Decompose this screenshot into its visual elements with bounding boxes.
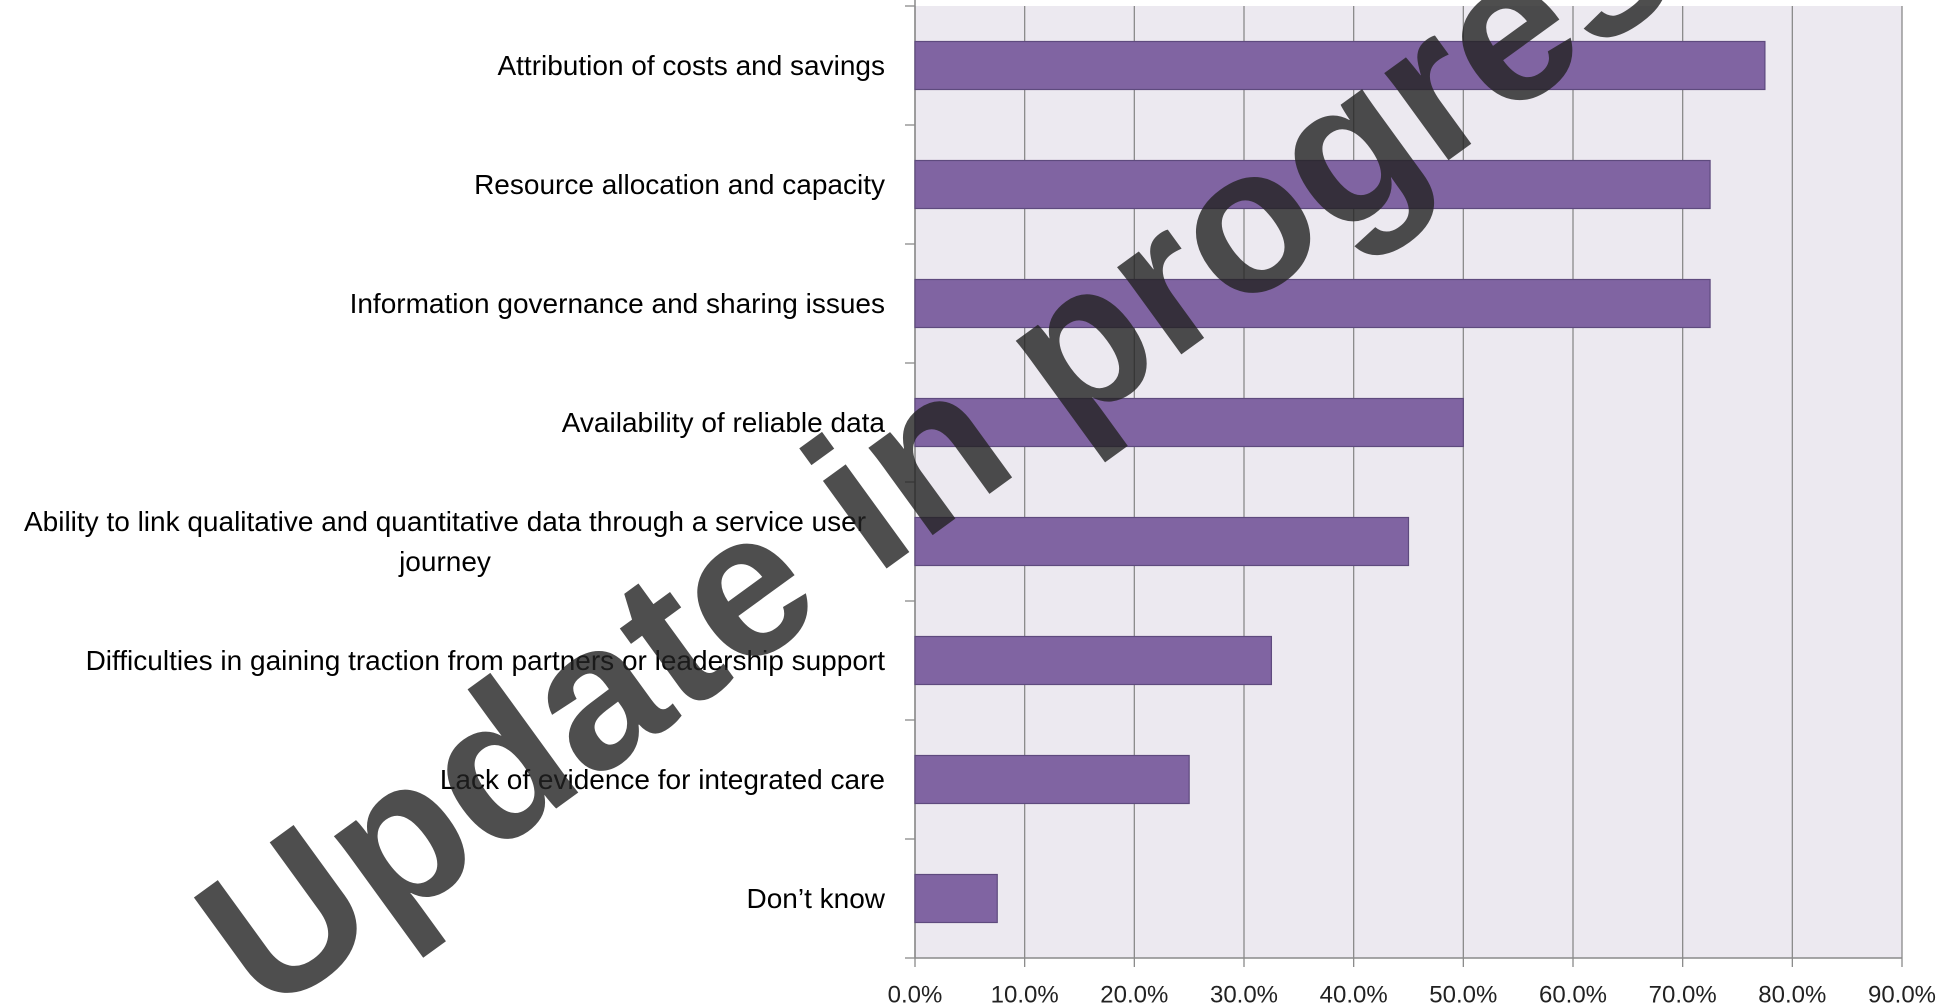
bar bbox=[914, 635, 1273, 686]
y-tick-label: Lack of evidence for integrated care bbox=[439, 763, 885, 795]
y-tick-label: Difficulties in gaining traction from pa… bbox=[85, 644, 885, 676]
bar bbox=[914, 159, 1711, 210]
bar bbox=[914, 873, 998, 924]
bar bbox=[914, 754, 1190, 805]
x-tick-label: 90.0% bbox=[1868, 981, 1936, 1006]
x-tick-label: 30.0% bbox=[1210, 981, 1278, 1006]
category-label-box: Difficulties in gaining traction from pa… bbox=[0, 611, 885, 711]
y-tick-label: Information governance and sharing issue… bbox=[349, 287, 885, 319]
bar bbox=[914, 516, 1410, 567]
category-label-box: Information governance and sharing issue… bbox=[0, 254, 885, 354]
x-tick-label: 70.0% bbox=[1649, 981, 1717, 1006]
y-tick-label: Don’t know bbox=[746, 882, 885, 914]
x-tick-label: 10.0% bbox=[991, 981, 1059, 1006]
category-label-box: Lack of evidence for integrated care bbox=[0, 730, 885, 830]
y-tick-label: Availability of reliable data bbox=[561, 406, 885, 438]
x-tick-label: 80.0% bbox=[1758, 981, 1826, 1006]
x-tick-label: 50.0% bbox=[1429, 981, 1497, 1006]
x-tick-label: 40.0% bbox=[1320, 981, 1388, 1006]
category-label-box: Availability of reliable data bbox=[0, 373, 885, 473]
category-label-box: Don’t know bbox=[0, 849, 885, 949]
category-label-box: Attribution of costs and savings bbox=[0, 16, 885, 116]
x-tick-label: 60.0% bbox=[1539, 981, 1607, 1006]
category-label-box: Ability to link qualitative and quantita… bbox=[0, 492, 885, 592]
y-tick-label: Ability to link qualitative and quantita… bbox=[23, 505, 867, 577]
y-tick-label: Resource allocation and capacity bbox=[474, 168, 885, 200]
bar bbox=[914, 397, 1464, 448]
bar bbox=[914, 40, 1766, 91]
plot-area bbox=[915, 6, 1902, 958]
y-tick-label: Attribution of costs and savings bbox=[497, 49, 885, 81]
x-tick-label: 0.0% bbox=[888, 981, 943, 1006]
category-label-box: Resource allocation and capacity bbox=[0, 135, 885, 235]
bar bbox=[914, 278, 1711, 329]
x-tick-label: 20.0% bbox=[1100, 981, 1168, 1006]
